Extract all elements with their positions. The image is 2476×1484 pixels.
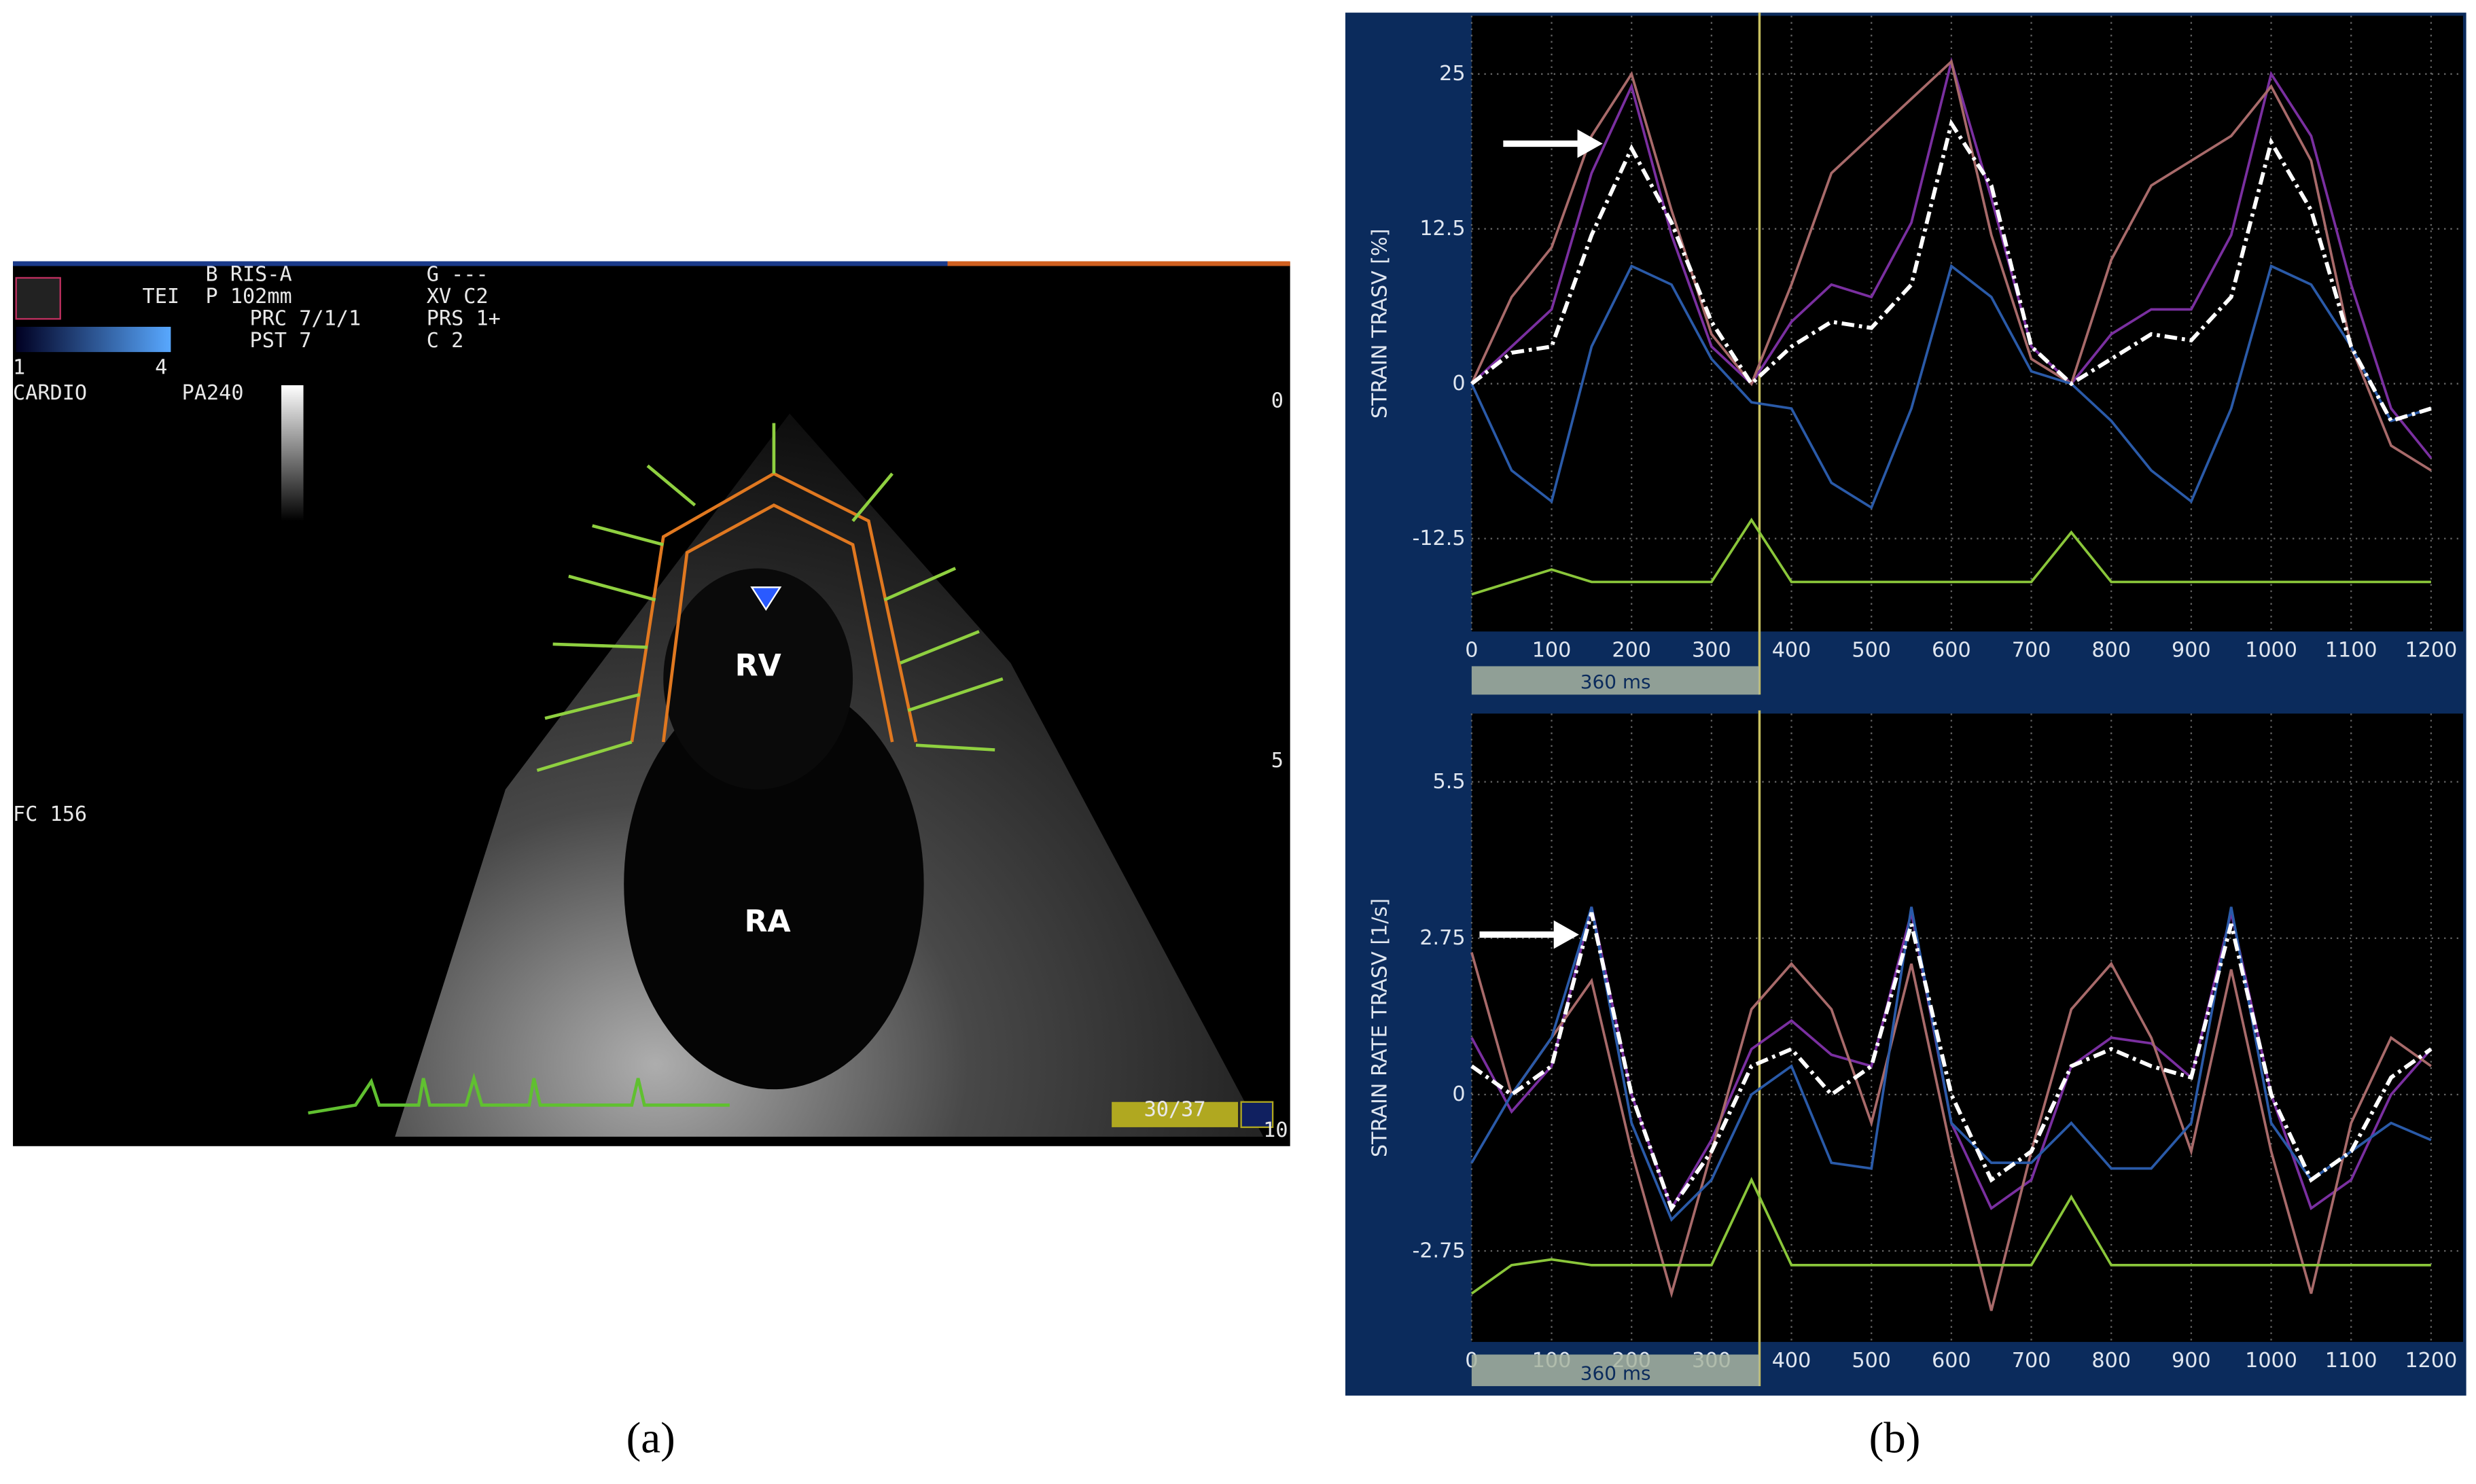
scanner-text: 4 bbox=[155, 356, 167, 380]
y-axis-label: STRAIN RATE TRASV [1/s] bbox=[1368, 898, 1392, 1157]
y-tick-label: -12.5 bbox=[1412, 527, 1465, 550]
vectors bbox=[536, 423, 1004, 773]
cavity bbox=[624, 679, 924, 1090]
x-tick-label: 800 bbox=[2091, 1349, 2131, 1373]
scanner-text: B RIS-A bbox=[205, 263, 291, 287]
x-tick-label: 1000 bbox=[2245, 1349, 2297, 1373]
x-tick-label: 900 bbox=[2172, 639, 2211, 662]
scanner-text: XV C2 bbox=[427, 285, 489, 308]
x-tick-label: 1100 bbox=[2325, 1349, 2377, 1373]
y-tick-label: -2.75 bbox=[1412, 1239, 1465, 1262]
arrow-head bbox=[1577, 129, 1603, 158]
series-line bbox=[1470, 59, 2432, 472]
x-tick-label: 1200 bbox=[2405, 639, 2457, 662]
caption: (a) bbox=[626, 1414, 675, 1463]
scanner-text: 10 bbox=[1263, 1118, 1288, 1142]
x-tick-label: 0 bbox=[1465, 639, 1478, 662]
series-line bbox=[1470, 264, 2432, 510]
series-line bbox=[1470, 952, 2432, 1311]
x-tick-label: 400 bbox=[1772, 639, 1811, 662]
x-tick-label: 500 bbox=[1852, 1349, 1891, 1373]
x-tick-label: 700 bbox=[2012, 1349, 2051, 1373]
cavity bbox=[663, 568, 853, 790]
chamber-label: RA bbox=[745, 904, 791, 939]
x-tick-label: 900 bbox=[2172, 1349, 2211, 1373]
scanner-text: CARDIO bbox=[13, 381, 87, 405]
x-tick-label: 300 bbox=[1692, 639, 1731, 662]
x-tick-label: 800 bbox=[2091, 639, 2131, 662]
scanner-text: TEI bbox=[143, 285, 180, 308]
y-tick-label: 0 bbox=[1452, 1082, 1465, 1106]
scanner-text: G --- bbox=[427, 263, 489, 287]
caption: (b) bbox=[1869, 1414, 1921, 1463]
frame-bar bbox=[1240, 1101, 1274, 1129]
scanner-text: FC 156 bbox=[13, 802, 87, 826]
series-line bbox=[1471, 517, 2431, 596]
x-tick-label: 400 bbox=[1772, 1349, 1811, 1373]
scanner-text: PRC 7/1/1 bbox=[250, 307, 361, 331]
echo-panel: B RIS-A G --- TEI P 102mm XV C2 PRC 7/1/1 PRS … bbox=[13, 261, 1290, 1146]
interval-label: 360 ms bbox=[1580, 1362, 1651, 1385]
series-line bbox=[1470, 1177, 2431, 1295]
scanner-text: 1 bbox=[13, 356, 25, 380]
y-tick-label: 12.5 bbox=[1419, 217, 1465, 241]
contour bbox=[661, 503, 894, 743]
plot-area bbox=[1471, 713, 2463, 1342]
interval-bar bbox=[1471, 666, 1760, 695]
y-tick-label: 0 bbox=[1452, 372, 1465, 395]
scanner-text: PRS 1+ bbox=[427, 307, 501, 331]
y-axis-label: STRAIN TRASV [%] bbox=[1368, 229, 1392, 419]
x-tick-label: 100 bbox=[1532, 639, 1572, 662]
x-tick-label: 500 bbox=[1852, 639, 1891, 662]
x-tick-label: 600 bbox=[1932, 1349, 1971, 1373]
ecg bbox=[308, 1072, 730, 1115]
scanner-text: P 102mm bbox=[205, 285, 291, 308]
series-line bbox=[1470, 906, 2432, 1222]
gray-scale bbox=[281, 385, 304, 521]
frame-bar bbox=[1112, 1101, 1238, 1127]
scanner-text: PST 7 bbox=[250, 329, 312, 353]
marker bbox=[750, 586, 782, 611]
y-tick-label: 2.75 bbox=[1419, 926, 1465, 950]
chamber-label: RV bbox=[735, 648, 781, 683]
scanner-text: 0 bbox=[1271, 389, 1284, 412]
x-tick-label: 600 bbox=[1932, 639, 1971, 662]
y-tick-label: 5.5 bbox=[1433, 770, 1466, 794]
logo bbox=[15, 277, 61, 320]
scanner-text: C 2 bbox=[427, 329, 464, 353]
x-tick-label: 200 bbox=[1612, 639, 1651, 662]
x-tick-label: 1000 bbox=[2245, 639, 2297, 662]
x-tick-label: 1100 bbox=[2325, 639, 2377, 662]
series-line bbox=[1470, 912, 2433, 1213]
scanner-text: 5 bbox=[1271, 749, 1284, 773]
color-scale bbox=[16, 326, 171, 353]
arrow-head bbox=[1553, 920, 1579, 949]
interval-label: 360 ms bbox=[1580, 671, 1651, 693]
x-tick-label: 700 bbox=[2012, 639, 2051, 662]
x-tick-label: 1200 bbox=[2405, 1349, 2457, 1373]
series-line bbox=[1470, 118, 2432, 423]
interval-bar bbox=[1471, 1354, 1760, 1386]
scanner-text: 30/37 bbox=[1144, 1098, 1206, 1122]
y-tick-label: 25 bbox=[1439, 62, 1465, 86]
scanner-text: PA240 bbox=[182, 381, 244, 405]
